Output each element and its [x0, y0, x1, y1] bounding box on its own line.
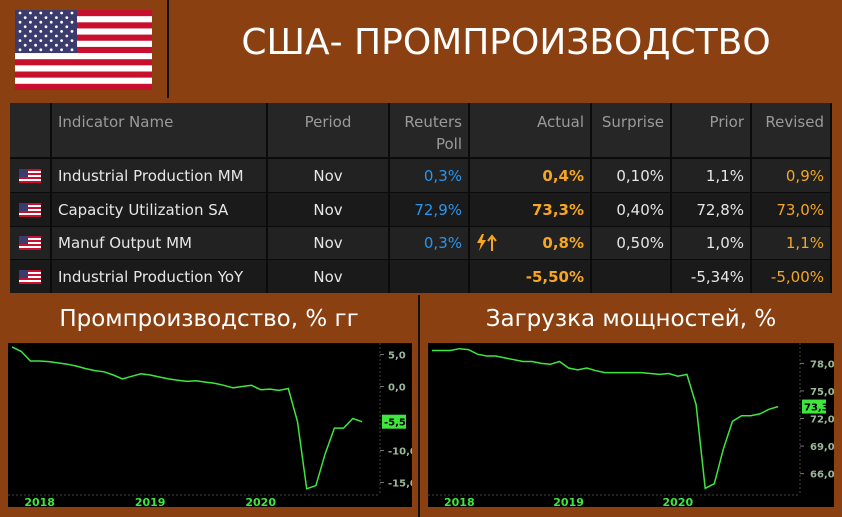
column-header: Reuters Poll	[390, 103, 468, 157]
table-cell: 73,0%	[752, 193, 830, 226]
last-value-box	[802, 399, 826, 414]
flag-icon	[19, 269, 41, 284]
table-cell: 0,50%	[592, 227, 670, 259]
x-tick-label: 2020	[245, 496, 276, 507]
flag-icon	[19, 236, 41, 250]
us-flag	[15, 10, 152, 90]
column-header: Surprise	[592, 103, 670, 157]
flag-cell	[10, 193, 50, 226]
x-tick-label: 2020	[663, 496, 694, 507]
table-cell	[390, 260, 468, 293]
y-tick-label: 72,0	[810, 415, 834, 426]
table-cell: 72,8%	[672, 193, 750, 226]
surprise-icon	[475, 233, 499, 257]
data-line	[11, 346, 363, 490]
flag-cell	[10, 227, 50, 259]
chart: 78,0 75,0 72,0 69,0 66,0 2018 2019 2020 73,3	[428, 343, 834, 507]
y-tick-label: 0,0	[388, 383, 406, 394]
flag-icon	[19, 168, 41, 183]
column-header: Indicator Name	[52, 103, 266, 157]
table-cell: 0,10%	[592, 159, 670, 192]
y-tick-label: 69,0	[810, 442, 834, 453]
table-cell	[592, 260, 670, 293]
table-cell: 1,0%	[672, 227, 750, 259]
data-line	[432, 347, 779, 490]
flag-icon	[19, 202, 41, 217]
y-tick-label: 5,0	[388, 351, 406, 362]
chart-title: Промпроизводство, % гг	[59, 306, 359, 332]
column-header: Actual	[470, 103, 590, 157]
table-cell: -5,34%	[672, 260, 750, 293]
table-cell: -5,50%	[470, 260, 590, 293]
x-tick-label: 2018	[444, 496, 475, 507]
bolt-arrow	[477, 234, 497, 251]
last-value-label: 73,3	[804, 403, 829, 414]
table-cell: Nov	[268, 159, 388, 192]
table-cell: Capacity Utilization SA	[52, 193, 266, 226]
table-cell: 0,3%	[390, 159, 468, 192]
chart: 5,0 0,0 -10,0 -15,0 2018 2019 2020 -5,5	[8, 343, 412, 507]
table-cell: Nov	[268, 193, 388, 226]
column-header: Period	[268, 103, 388, 157]
table-cell: 73,3%	[470, 193, 590, 226]
divider	[418, 295, 420, 517]
y-tick-label: 78,0	[810, 359, 834, 370]
y-tick-label: 66,0	[810, 470, 834, 481]
table-cell: -5,00%	[752, 260, 830, 293]
table-cell: 72,9%	[390, 193, 468, 226]
x-tick-label: 2018	[24, 496, 55, 507]
chart-title: Загрузка мощностей, %	[485, 306, 777, 332]
x-tick-label: 2019	[135, 496, 166, 507]
flag-cell	[10, 159, 50, 192]
divider	[167, 0, 169, 98]
table-cell: Industrial Production YoY	[52, 260, 266, 293]
flag-cell	[10, 260, 50, 293]
y-tick-label: -10,0	[388, 446, 412, 457]
table-cell: Manuf Output MM	[52, 227, 266, 259]
table-cell: Nov	[268, 260, 388, 293]
y-tick-label: -15,0	[388, 478, 412, 489]
last-value-label: -5,5	[384, 418, 406, 429]
last-value-box	[382, 414, 406, 429]
table-cell: Nov	[268, 227, 388, 259]
x-tick-label: 2019	[553, 496, 584, 507]
table-cell: 1,1%	[752, 227, 830, 259]
y-tick-label: 75,0	[810, 387, 834, 398]
table-cell: Industrial Production MM	[52, 159, 266, 192]
page-title: США- ПРОМПРОИЗВОДСТВО	[241, 22, 771, 63]
table-cell: 1,1%	[672, 159, 750, 192]
table-cell: 0,8%	[470, 227, 590, 259]
column-header: Prior	[672, 103, 750, 157]
table: Indicator Name Period Reuters Poll Actual Su…	[10, 103, 832, 293]
table-cell: 0,3%	[390, 227, 468, 259]
table-cell: 0,9%	[752, 159, 830, 192]
table-cell: 0,40%	[592, 193, 670, 226]
header-cell	[10, 103, 50, 157]
table-cell: 0,4%	[470, 159, 590, 192]
column-header: Revised	[752, 103, 830, 157]
